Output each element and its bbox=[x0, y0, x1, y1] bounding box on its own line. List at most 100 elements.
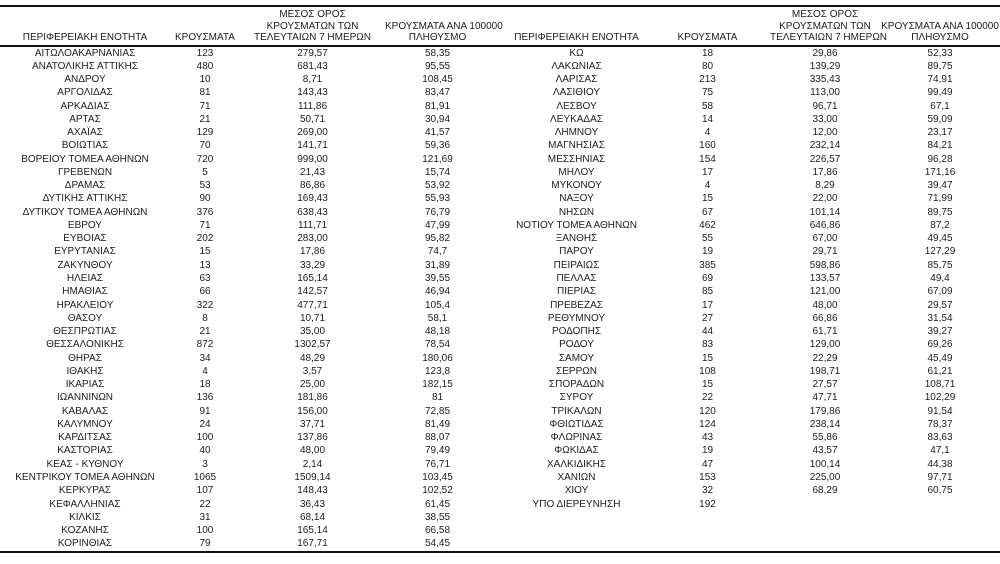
per100k-cell: 47,99 bbox=[424, 219, 451, 231]
cases-cell: 55 bbox=[701, 233, 714, 245]
per100k-cell: 41,57 bbox=[424, 127, 451, 139]
avg7-cell: 61,71 bbox=[812, 326, 838, 338]
region-cell: ΗΛΕΙΑΣ bbox=[66, 273, 104, 285]
region-cell: ΜΕΣΣΗΝΙΑΣ bbox=[547, 153, 606, 165]
cases-cell: 47 bbox=[701, 458, 714, 470]
table-row: ΙΘΑΚΗΣ 4 3,57 123,8 ΣΕΡΡΩΝ 108 198,71 61,21 bbox=[0, 365, 1000, 378]
region-cell: ΦΘΙΩΤΙΔΑΣ bbox=[549, 418, 604, 430]
cases-cell: 43 bbox=[701, 432, 714, 444]
region-cell: ΚΑΡΔΙΤΣΑΣ bbox=[58, 432, 112, 444]
regional-cases-table: ΠΕΡΙΦΕΡΕΙΑΚΗ ΕΝΟΤΗΤΑ ΚΡΟΥΣΜΑΤΑ ΜΕΣΟΣ ΟΡΟ… bbox=[0, 7, 1000, 551]
table-row: ΑΡΚΑΔΙΑΣ 71 111,86 81,91 ΛΕΣΒΟΥ 58 96,71 67,1 bbox=[0, 100, 1000, 113]
region-cell: ΙΚΑΡΙΑΣ bbox=[65, 379, 105, 391]
col-header-per100k-line1: ΚΡΟΥΣΜΑΤΑ ΑΝΑ 100000 bbox=[385, 20, 503, 32]
region-cell: ΣΕΡΡΩΝ bbox=[556, 365, 597, 377]
region-cell: ΙΩΑΝΝΙΝΩΝ bbox=[56, 392, 114, 404]
cases-cell: 70 bbox=[199, 140, 211, 152]
region-cell: ΡΟΔΟΠΗΣ bbox=[551, 326, 602, 338]
cases-cell: 13 bbox=[199, 259, 211, 271]
avg7-cell: 25,00 bbox=[299, 379, 326, 391]
avg7-cell: 142,57 bbox=[297, 286, 328, 298]
per100k-cell: 48,18 bbox=[424, 326, 451, 338]
avg7-cell: 269,00 bbox=[297, 127, 328, 139]
table-row: ΗΛΕΙΑΣ 63 165,14 39,55 ΠΕΛΛΑΣ 69 133,57 49,4 bbox=[0, 272, 1000, 285]
per100k-cell: 30,94 bbox=[424, 113, 451, 125]
table-row: ΖΑΚΥΝΘΟΥ 13 33,29 31,89 ΠΕΙΡΑΙΩΣ 385 598,86 85,… bbox=[0, 259, 1000, 272]
avg7-cell: 48,29 bbox=[299, 352, 326, 364]
region-cell: ΒΟΡΕΙΟΥ ΤΟΜΕΑ ΑΘΗΝΩΝ bbox=[21, 153, 149, 165]
table-row: ΑΙΤΩΛΟΑΚΑΡΝΑΝΙΑΣ 123 279,57 58,35 ΚΩ 18 29,86 5… bbox=[0, 46, 1000, 60]
avg7-cell: 50,71 bbox=[299, 113, 326, 125]
cases-cell: 3 bbox=[202, 458, 208, 470]
avg7-cell: 27,57 bbox=[812, 379, 838, 391]
per100k-cell: 81,49 bbox=[424, 418, 451, 430]
table-row: ΚΟΡΙΝΘΙΑΣ 79 167,71 54,45 bbox=[0, 537, 1000, 550]
avg7-cell: 283,00 bbox=[297, 233, 328, 245]
per100k-cell: 91,54 bbox=[927, 405, 953, 417]
column-gap bbox=[490, 245, 508, 258]
column-gap bbox=[490, 444, 508, 457]
col-header-cases-left: ΚΡΟΥΣΜΑΤΑ bbox=[170, 7, 240, 47]
cases-cell: 192 bbox=[699, 498, 716, 510]
table-row: ΘΑΣΟΥ 8 10,71 58,1 ΡΕΘΥΜΝΟΥ 27 66,86 31,54 bbox=[0, 312, 1000, 325]
cases-cell: 90 bbox=[199, 193, 211, 205]
avg7-cell: 129,00 bbox=[809, 339, 841, 351]
per100k-cell: 79,49 bbox=[424, 445, 451, 457]
region-cell: ΛΗΜΝΟΥ bbox=[554, 127, 599, 139]
region-cell: ΞΑΝΘΗΣ bbox=[555, 233, 598, 245]
cases-cell: 202 bbox=[196, 233, 214, 245]
avg7-cell: 681,43 bbox=[297, 60, 328, 72]
cases-cell: 462 bbox=[699, 219, 716, 231]
per100k-cell: 72,85 bbox=[424, 405, 451, 417]
column-gap bbox=[490, 299, 508, 312]
column-gap bbox=[490, 365, 508, 378]
cases-cell: 27 bbox=[701, 312, 714, 324]
avg7-cell: 36,43 bbox=[299, 498, 326, 510]
cases-cell: 18 bbox=[701, 47, 714, 59]
per100k-cell: 81 bbox=[431, 392, 444, 404]
cases-cell: 17 bbox=[701, 166, 714, 178]
region-cell: ΑΡΤΑΣ bbox=[69, 113, 101, 125]
column-gap bbox=[490, 285, 508, 298]
cases-cell: 108 bbox=[699, 365, 716, 377]
per100k-cell bbox=[880, 524, 1000, 537]
avg7-cell: 43,57 bbox=[812, 445, 838, 457]
col-header-avg7-line3: ΤΕΛΕΥΤΑΙΩΝ 7 ΗΜΕΡΩΝ bbox=[770, 32, 888, 43]
region-cell: ΧΑΝΙΩΝ bbox=[557, 472, 596, 483]
column-gap bbox=[490, 511, 508, 524]
table-row: ΚΙΛΚΙΣ 31 68,14 38,55 bbox=[0, 511, 1000, 524]
table-row: ΔΥΤΙΚΟΥ ΤΟΜΕΑ ΑΘΗΝΩΝ 376 638,43 76,79 ΝΗΣΩΝ 6… bbox=[0, 206, 1000, 219]
column-gap bbox=[490, 179, 508, 192]
per100k-cell: 123,8 bbox=[424, 365, 451, 377]
avg7-cell: 48,00 bbox=[812, 299, 838, 311]
region-cell: ΕΥΒΟΙΑΣ bbox=[63, 233, 107, 245]
avg7-cell: 47,71 bbox=[812, 392, 838, 404]
per100k-cell: 102,29 bbox=[924, 392, 956, 404]
cases-cell bbox=[645, 537, 770, 550]
region-cell: ΜΑΓΝΗΣΙΑΣ bbox=[548, 140, 605, 152]
cases-cell bbox=[645, 511, 770, 524]
per100k-cell: 61,45 bbox=[424, 498, 451, 510]
cases-cell: 136 bbox=[196, 392, 214, 404]
column-gap bbox=[490, 431, 508, 444]
per100k-cell bbox=[880, 511, 1000, 524]
cases-cell: 1065 bbox=[193, 472, 217, 483]
table-row: ΚΟΖΑΝΗΣ 100 165,14 66,58 bbox=[0, 524, 1000, 537]
avg7-cell: 67,00 bbox=[812, 233, 838, 245]
per100k-cell: 55,93 bbox=[424, 193, 451, 205]
cases-cell: 21 bbox=[199, 326, 211, 338]
region-cell: ΘΗΡΑΣ bbox=[68, 352, 102, 364]
avg7-cell: 165,14 bbox=[297, 525, 328, 537]
per100k-cell: 74,91 bbox=[927, 74, 953, 86]
cases-cell: 322 bbox=[196, 299, 214, 311]
column-gap bbox=[490, 418, 508, 431]
cases-cell: 19 bbox=[701, 445, 714, 457]
per100k-cell: 95,82 bbox=[424, 233, 451, 245]
cases-cell: 5 bbox=[202, 166, 208, 178]
header-row: ΠΕΡΙΦΕΡΕΙΑΚΗ ΕΝΟΤΗΤΑ ΚΡΟΥΣΜΑΤΑ ΜΕΣΟΣ ΟΡΟ… bbox=[0, 7, 1000, 47]
column-gap bbox=[490, 126, 508, 139]
table-row: ΔΡΑΜΑΣ 53 86,86 53,92 ΜΥΚΟΝΟΥ 4 8,29 39,47 bbox=[0, 179, 1000, 192]
table-row: ΑΝΑΤΟΛΙΚΗΣ ΑΤΤΙΚΗΣ 480 681,43 95,55 ΛΑΚΩΝΙΑΣ… bbox=[0, 60, 1000, 73]
per100k-cell: 83,47 bbox=[424, 87, 451, 99]
avg7-cell: 101,14 bbox=[809, 206, 841, 218]
